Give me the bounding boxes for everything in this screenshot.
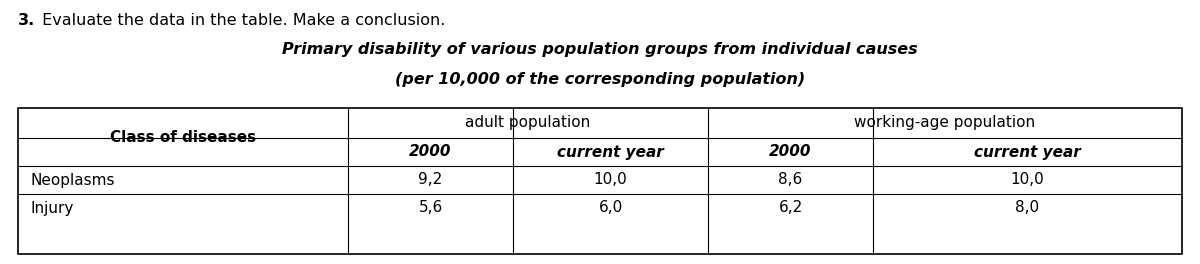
Text: (per 10,000 of the corresponding population): (per 10,000 of the corresponding populat… (395, 72, 805, 87)
Text: 6,0: 6,0 (599, 200, 623, 215)
Text: 10,0: 10,0 (1010, 172, 1044, 187)
Bar (18, 108, 1182, 254)
Text: Class of diseases: Class of diseases (110, 130, 256, 144)
Text: 10,0: 10,0 (594, 172, 628, 187)
Text: 8,0: 8,0 (1015, 200, 1039, 215)
Text: 2000: 2000 (769, 144, 811, 159)
Text: Injury: Injury (30, 200, 73, 215)
Text: current year: current year (557, 144, 664, 159)
Text: 2000: 2000 (409, 144, 451, 159)
Text: Neoplasms: Neoplasms (30, 172, 114, 187)
Text: current year: current year (974, 144, 1081, 159)
Text: 8,6: 8,6 (779, 172, 803, 187)
Text: Primary disability of various population groups from individual causes: Primary disability of various population… (282, 42, 918, 57)
Text: adult population: adult population (466, 116, 590, 130)
Text: 6,2: 6,2 (779, 200, 803, 215)
Text: 3.: 3. (18, 13, 35, 28)
Text: working-age population: working-age population (854, 116, 1036, 130)
Text: Evaluate the data in the table. Make a conclusion.: Evaluate the data in the table. Make a c… (37, 13, 445, 28)
Text: 5,6: 5,6 (419, 200, 443, 215)
Text: 9,2: 9,2 (419, 172, 443, 187)
